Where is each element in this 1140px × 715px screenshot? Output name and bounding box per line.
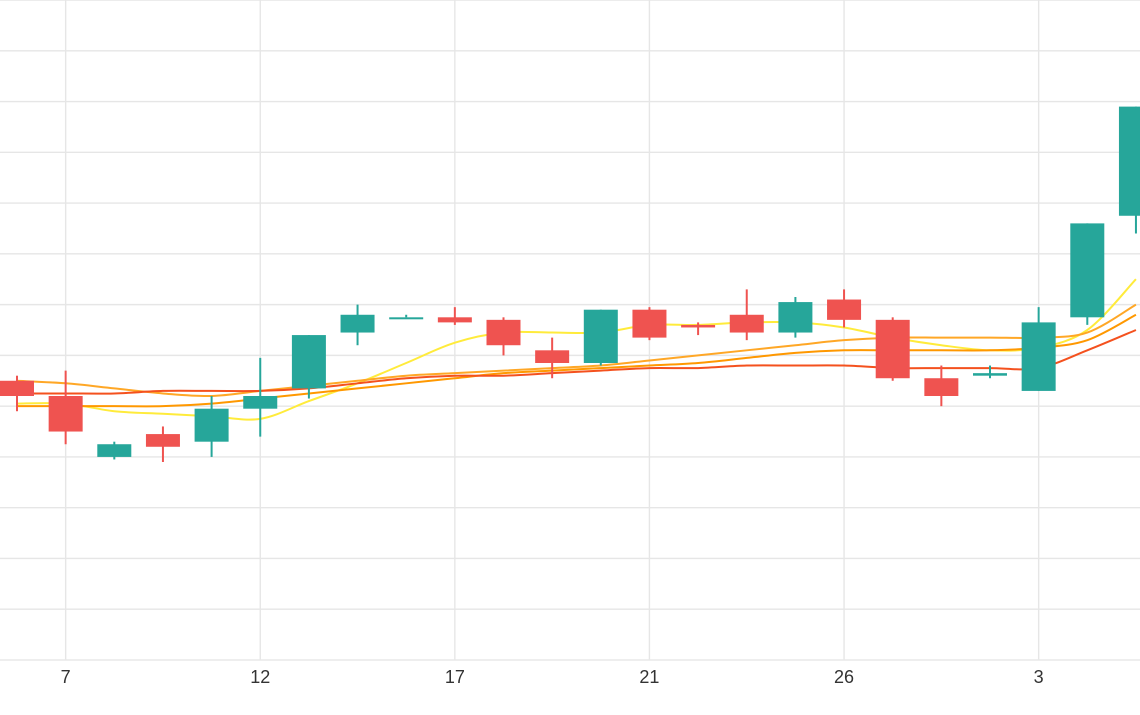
- candle: [1021, 307, 1056, 391]
- moving-average-line-4: [16, 329, 1137, 395]
- candle: [48, 370, 83, 445]
- candle: [340, 304, 375, 346]
- moving-average-line-1: [16, 278, 1137, 421]
- candle-body: [535, 350, 570, 363]
- candle: [145, 426, 180, 462]
- moving-average-line-2: [16, 303, 1137, 398]
- candle-body: [729, 314, 764, 333]
- x-axis: 7 12 17 21 26 3: [61, 667, 1044, 687]
- candle-body: [1021, 322, 1056, 391]
- candle: [486, 317, 521, 356]
- candle: [583, 309, 618, 366]
- x-tick-label: 7: [61, 667, 71, 687]
- candle-body: [1070, 223, 1105, 318]
- candle-body: [48, 396, 83, 432]
- candle-body: [632, 309, 667, 338]
- candle-body: [973, 373, 1007, 376]
- candle: [632, 307, 667, 341]
- candle-body: [1118, 106, 1140, 216]
- candle-body: [0, 380, 34, 396]
- candle: [729, 289, 764, 341]
- candle: [1070, 223, 1105, 325]
- candle-body: [437, 317, 472, 323]
- candle: [194, 396, 229, 457]
- candle: [0, 375, 34, 412]
- candle: [827, 289, 862, 328]
- candle-body: [340, 314, 375, 333]
- x-tick-label: 26: [834, 667, 854, 687]
- candle: [389, 314, 424, 320]
- moving-average-lines: [16, 278, 1137, 421]
- candle-body: [97, 444, 132, 457]
- candle: [535, 337, 570, 379]
- candle: [437, 307, 472, 325]
- grid: [0, 0, 1140, 661]
- candle: [681, 322, 716, 336]
- candle: [291, 335, 326, 399]
- candle: [1118, 106, 1140, 234]
- candle-body: [778, 302, 813, 333]
- candle-body: [827, 299, 862, 320]
- candle: [97, 441, 132, 460]
- candles: [0, 106, 1140, 462]
- candle-body: [583, 309, 618, 363]
- candle-body: [681, 324, 716, 328]
- candle-body: [924, 378, 959, 396]
- candle: [243, 357, 278, 437]
- candle-body: [389, 317, 424, 320]
- candle-body: [291, 335, 326, 389]
- candle: [924, 365, 959, 407]
- candle-body: [194, 408, 229, 442]
- moving-average-line-3: [17, 313, 1137, 408]
- candle-body: [486, 319, 521, 346]
- candle: [875, 317, 910, 381]
- candle-body: [145, 434, 180, 447]
- x-tick-label: 12: [250, 667, 270, 687]
- x-tick-label: 21: [639, 667, 659, 687]
- x-tick-label: 3: [1034, 667, 1044, 687]
- candle-body: [875, 319, 910, 379]
- candle-body: [243, 396, 278, 409]
- candle: [778, 297, 813, 338]
- candle: [973, 365, 1007, 379]
- x-tick-label: 17: [445, 667, 465, 687]
